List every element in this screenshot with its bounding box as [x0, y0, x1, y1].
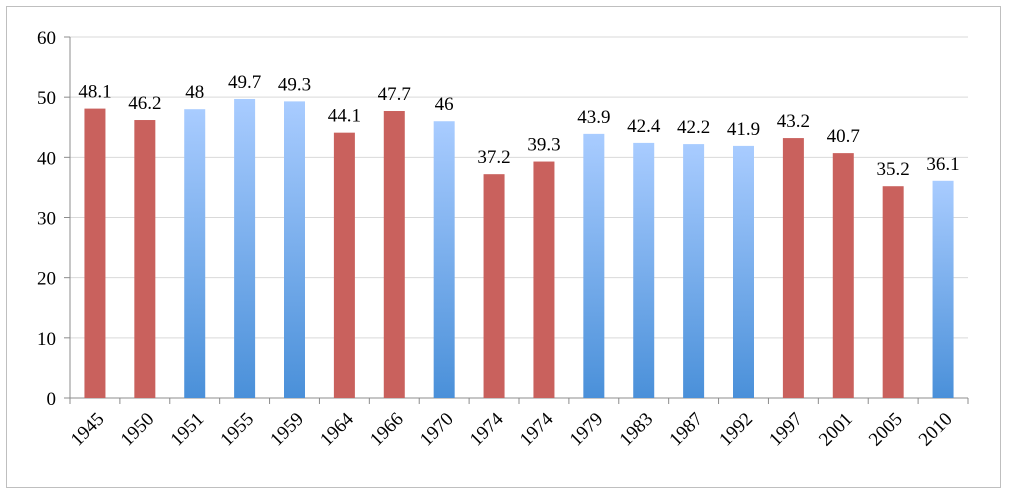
data-label: 36.1	[926, 154, 959, 175]
data-label: 44.1	[328, 106, 361, 127]
y-tick-label: 40	[37, 148, 56, 169]
data-label: 49.3	[278, 74, 311, 95]
bar-1983-11	[633, 142, 655, 398]
y-tick-label: 10	[37, 329, 56, 350]
x-tick-label: 2001	[815, 409, 857, 451]
data-labels: 48.1 46.2 48 49.7 49.3 44.1 47.7 46 37.2 39.3 43.9…	[78, 72, 959, 180]
bar-1997-14	[782, 138, 804, 398]
bar-1979-10	[583, 133, 605, 398]
data-label: 43.2	[777, 111, 810, 132]
bars	[84, 98, 954, 399]
y-tick-label: 30	[37, 209, 56, 230]
bar-1992-13	[733, 145, 754, 398]
bar-1974-9	[533, 161, 555, 398]
grid-lines	[70, 36, 968, 339]
bar-2010-17	[932, 180, 954, 398]
x-tick-label: 1974	[516, 408, 558, 450]
x-tick-label: 1997	[765, 409, 807, 451]
x-tick-label: 1983	[616, 409, 658, 451]
data-label: 42.4	[627, 116, 661, 137]
data-label: 49.7	[228, 72, 261, 93]
y-tick-labels: 0 10 20 30 40 50 60	[37, 28, 56, 410]
data-label: 40.7	[827, 126, 860, 147]
x-tick-label: 2010	[915, 409, 957, 451]
data-label: 42.2	[677, 117, 710, 138]
data-label: 41.9	[727, 119, 760, 140]
x-tick-label: 1950	[117, 409, 159, 451]
y-tick-label: 20	[37, 269, 56, 290]
bar-1970-7	[433, 121, 455, 398]
bar-2001-15	[832, 153, 854, 398]
data-label: 47.7	[378, 84, 411, 105]
axes	[64, 36, 969, 404]
x-tick-label: 1964	[316, 408, 358, 450]
data-label: 48.1	[78, 82, 111, 103]
x-tick-label: 1987	[665, 409, 707, 451]
y-tick-label: 0	[47, 389, 57, 410]
x-tick-label: 1970	[416, 409, 458, 451]
bar-1945-0	[84, 108, 106, 399]
bar-1955-3	[234, 98, 256, 398]
x-tick-label: 2005	[865, 409, 907, 451]
x-tick-label: 1955	[216, 409, 258, 451]
x-tick-label: 1959	[266, 409, 308, 451]
bar-1974-8	[483, 174, 505, 398]
bar-1951-2	[184, 109, 206, 398]
data-label: 48	[185, 82, 204, 103]
bar-1964-5	[333, 132, 355, 399]
bar-2005-16	[882, 186, 904, 398]
data-label: 43.9	[577, 107, 610, 128]
data-label: 46	[435, 94, 454, 115]
data-label: 46.2	[128, 93, 161, 114]
x-tick-label: 1966	[366, 409, 408, 451]
x-tick-label: 1992	[715, 409, 757, 451]
x-tick-label: 1945	[67, 409, 109, 451]
x-tick-label: 1979	[566, 409, 608, 451]
data-label: 37.2	[477, 147, 510, 168]
data-label: 39.3	[527, 135, 560, 156]
y-tick-label: 50	[37, 88, 56, 109]
data-label: 35.2	[877, 159, 910, 180]
x-tick-label: 1974	[466, 408, 508, 450]
bar-1959-4	[284, 101, 305, 399]
bar-1966-6	[383, 111, 405, 398]
bar-1950-1	[134, 120, 156, 398]
x-tick-label: 1951	[167, 409, 209, 451]
x-tick-labels: 1945 1950 1951 1955 1959 1964 1966 1970 1974 1974…	[67, 408, 957, 450]
bar-1987-12	[683, 144, 705, 398]
y-tick-label: 60	[37, 28, 56, 49]
